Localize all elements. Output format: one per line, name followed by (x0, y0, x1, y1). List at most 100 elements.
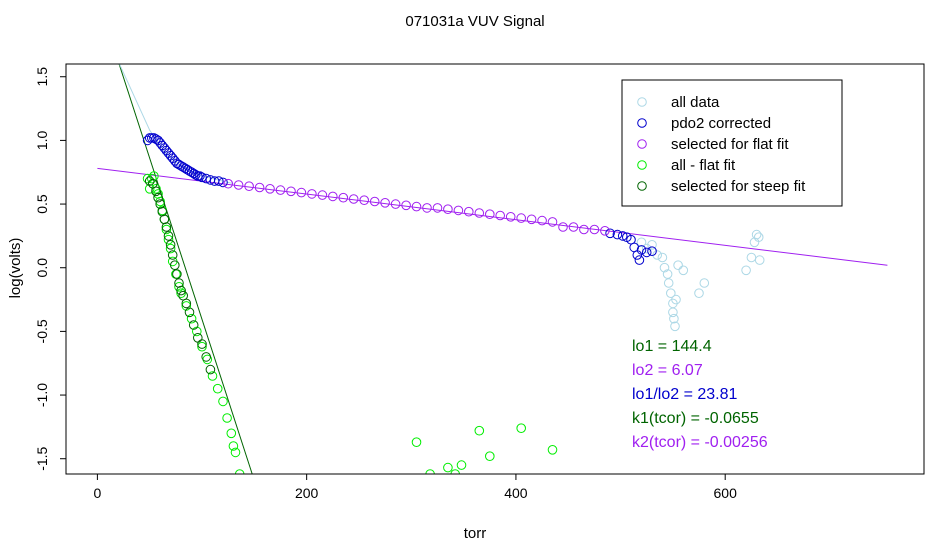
data-point (636, 245, 647, 255)
data-point (307, 189, 317, 199)
data-point (659, 262, 670, 273)
x-axis: 0 200 400 600 (93, 473, 738, 501)
y-tick-label: -1.5 (34, 446, 50, 470)
y-tick-label: 1.0 (34, 130, 50, 150)
data-point (671, 294, 681, 305)
data-point (474, 208, 485, 218)
data-point (265, 184, 275, 194)
data-point (159, 214, 170, 225)
x-axis-label: torr (464, 525, 487, 542)
legend-label: selected for flat fit (671, 136, 789, 153)
legend-box (621, 79, 843, 207)
data-point (151, 186, 161, 197)
fit-line-steep-fit (118, 64, 253, 474)
data-point (151, 184, 161, 194)
data-point (453, 205, 464, 216)
legend-label: selected for steep fit (671, 178, 806, 195)
y-tick-label: 1.5 (34, 67, 50, 87)
data-point (422, 203, 432, 213)
data-point (505, 212, 516, 222)
data-point (192, 326, 202, 337)
y-tick-label: 0.0 (34, 258, 50, 278)
legend-label: all - flat fit (671, 157, 736, 174)
data-point (485, 451, 495, 462)
data-point (223, 178, 233, 189)
data-point (233, 180, 244, 190)
data-point (401, 200, 411, 211)
data-point (411, 201, 422, 212)
data-point (176, 288, 186, 299)
legend-entry-selected-for-flat-fit: selected for flat fit (637, 136, 789, 153)
data-point (286, 186, 296, 197)
data-point (547, 217, 558, 227)
data-point (579, 224, 589, 235)
data-point (605, 228, 615, 239)
data-point (617, 231, 628, 241)
data-point (176, 285, 186, 296)
data-point (155, 199, 165, 209)
data-point (205, 364, 216, 375)
data-point (634, 255, 645, 265)
series-pdo2-corrected (142, 133, 657, 265)
data-point (450, 469, 460, 474)
data-point (647, 240, 657, 250)
annotation-text: k2(tcor) = -0.00256 (632, 434, 768, 451)
legend-entry-selected-for-steep-fit: selected for steep fit (637, 178, 806, 195)
data-point (218, 177, 228, 188)
legend-entry-pdo2-corrected: pdo2 corrected (637, 115, 771, 132)
data-point (456, 460, 467, 470)
data-point (641, 247, 652, 258)
data-point (157, 206, 168, 217)
y-tick-label: 0.5 (34, 194, 50, 214)
plot-area (97, 64, 888, 474)
data-point (275, 185, 286, 195)
data-point (526, 214, 537, 225)
legend-marker (637, 97, 647, 107)
data-point (558, 222, 568, 232)
y-axis-label: log(volts) (7, 238, 24, 299)
data-point (153, 192, 163, 203)
annotations: lo1 = 144.4 lo2 = 6.07 lo1/lo2 = 23.81 k1(t… (632, 338, 768, 451)
data-point (170, 260, 180, 271)
data-point (174, 278, 184, 288)
annotation-text: lo1/lo2 = 23.81 (632, 386, 738, 403)
fit-line-flat-fit (97, 167, 888, 266)
data-point (678, 265, 689, 276)
data-point (201, 352, 211, 362)
data-point (670, 321, 680, 332)
data-point (485, 209, 495, 219)
data-point (228, 441, 239, 451)
data-point (516, 423, 527, 434)
data-point (186, 313, 197, 324)
data-point (163, 231, 174, 241)
data-point (348, 194, 359, 204)
y-axis: -1.5 -1.0 -0.5 0.0 0.5 1.0 1.5 (34, 67, 66, 471)
data-point (244, 181, 254, 191)
data-point (390, 199, 401, 209)
series-all-data (636, 229, 765, 332)
data-point (537, 215, 547, 226)
x-tick-label: 600 (714, 485, 738, 501)
data-point (142, 173, 153, 184)
legend-marker (637, 139, 647, 149)
data-point (338, 192, 349, 203)
data-point (172, 269, 182, 279)
data-point (359, 195, 370, 205)
x-tick-label: 400 (504, 485, 528, 501)
data-point (369, 196, 380, 207)
data-point (317, 190, 328, 200)
data-point (161, 224, 172, 235)
annotation-text: lo1 = 144.4 (632, 338, 712, 355)
data-point (669, 313, 679, 324)
data-point (380, 198, 390, 208)
data-point (201, 173, 211, 184)
data-point (144, 184, 155, 194)
data-point (663, 278, 674, 288)
legend: all data pdo2 corrected selected for flat … (621, 79, 843, 207)
data-point (666, 288, 676, 299)
data-point (190, 170, 201, 180)
data-point (163, 234, 174, 245)
y-tick-label: -0.5 (34, 319, 50, 343)
data-point (181, 298, 192, 309)
